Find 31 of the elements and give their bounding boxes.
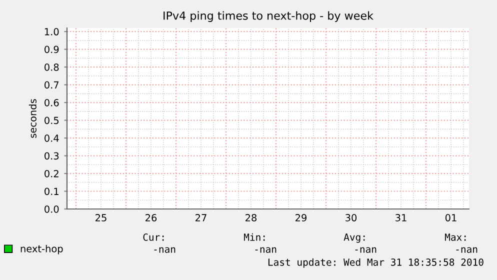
- y-tick-label: 0.3: [44, 152, 59, 160]
- y-tick-label: 0.2: [44, 170, 58, 178]
- y-tick-label: 0.0: [44, 205, 59, 213]
- text: Min:: [244, 233, 265, 241]
- y-tick-label: 0.4: [44, 134, 59, 142]
- y-tick-label: 0.7: [44, 81, 59, 89]
- x-tick-label: 30: [346, 214, 357, 222]
- legend-label: next-hop: [20, 244, 63, 254]
- x-tick-label: 28: [246, 214, 257, 222]
- text: -nan: [154, 247, 176, 253]
- y-tick-label: 0.8: [44, 64, 59, 71]
- y-tick-label: 0.9: [44, 46, 59, 54]
- y-tick-label: 0.5: [44, 116, 59, 124]
- text: Avg:: [344, 234, 365, 243]
- text: Max:: [444, 234, 466, 241]
- y-tick-label: 0.6: [44, 99, 59, 106]
- text: -nan: [456, 247, 478, 253]
- x-tick-label: 25: [96, 214, 106, 222]
- x-tick-label: 01: [445, 214, 456, 222]
- text: Last update: Wed Mar 31 18:35:58 2010: [268, 258, 484, 268]
- text: Cur:: [143, 233, 164, 241]
- x-tick-label: 29: [296, 214, 306, 222]
- x-tick-label: 27: [196, 214, 206, 222]
- chart-title: IPv4 ping times to next-hop - by week: [164, 11, 374, 22]
- y-tick-label: 0.1: [44, 188, 58, 196]
- y-axis-title: seconds: [28, 99, 36, 138]
- x-tick-label: 31: [396, 214, 406, 222]
- y-tick-label: 1.0: [44, 28, 59, 36]
- x-tick-label: 26: [146, 214, 157, 222]
- text: -nan: [255, 247, 276, 253]
- text: -nan: [355, 247, 376, 253]
